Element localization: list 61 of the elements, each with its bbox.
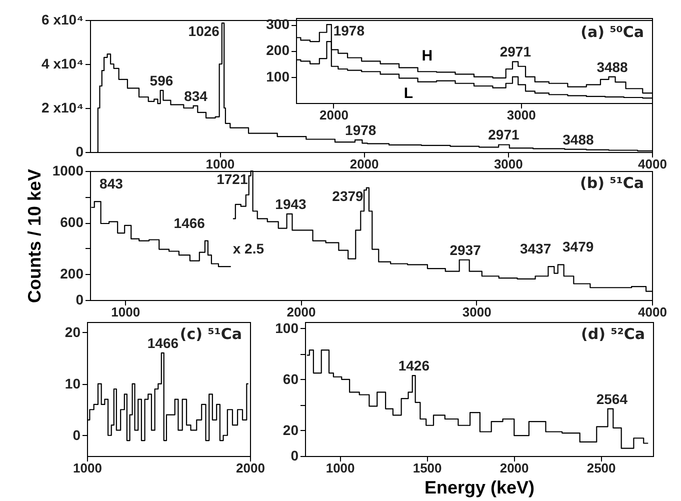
y-tick-label: 10: [64, 375, 81, 392]
x-tick-label: 2000: [286, 304, 316, 320]
annotation: 2564: [596, 390, 628, 407]
annotation: 1426: [398, 358, 430, 374]
x-tick-label: 2000: [350, 156, 379, 172]
y-tick-label: 200: [266, 42, 290, 58]
y-tick-label: 0: [76, 144, 84, 160]
y-tick-label: 20: [282, 422, 299, 438]
y-axis-title: Counts / 10 keV: [24, 168, 44, 304]
y-tick-label: 20: [64, 324, 81, 340]
x-tick-label: 2000: [500, 460, 529, 476]
x-tick-label: 2000: [236, 460, 265, 476]
x-tick-label: 1000: [206, 156, 235, 172]
y-tick-label: 4 x10⁴: [42, 56, 84, 72]
annotation: 843: [100, 176, 124, 192]
y-tick-label: 6 x10⁴: [42, 12, 84, 28]
x-tick-label: 4000: [638, 304, 667, 320]
y-tick-label: 0: [76, 292, 84, 308]
y-tick-label: 100: [266, 68, 290, 84]
x-tick-label: 1000: [111, 304, 140, 320]
x-tick-label: 3000: [494, 156, 523, 172]
annotation: x 2.5: [232, 240, 264, 257]
series-label: L: [404, 85, 414, 102]
x-tick-label: 2500: [586, 460, 616, 476]
y-tick-label: 300: [266, 16, 290, 32]
annotation: 2971: [488, 126, 520, 143]
y-tick-label: 0: [290, 448, 299, 464]
y-tick-label: 600: [60, 214, 84, 230]
x-tick-label: 1000: [326, 460, 355, 476]
chart-title: (d) ⁵²Ca: [581, 325, 645, 343]
annotation: 2937: [450, 242, 482, 258]
x-axis-title: Energy (keV): [424, 478, 535, 498]
annotation: 3488: [562, 131, 594, 148]
annotation: 2971: [500, 44, 532, 60]
series-label: H: [422, 48, 433, 65]
annotation: 1466: [147, 334, 179, 351]
y-tick-label: 60: [282, 370, 299, 387]
x-tick-label: 4000: [638, 156, 667, 172]
annotation: 1978: [333, 22, 365, 39]
annotation: 3488: [596, 58, 628, 75]
y-tick-label: 100: [275, 320, 299, 336]
annotation: 1026: [188, 23, 220, 40]
chart-title: (c) ⁵¹Ca: [180, 325, 242, 343]
y-tick-label: 2 x10⁴: [42, 100, 84, 116]
annotation: 1721: [216, 171, 248, 187]
x-tick-label: 2000: [320, 108, 348, 122]
annotation: 1978: [345, 122, 376, 138]
annotation: 2379: [332, 188, 364, 204]
annotation: 1943: [275, 196, 307, 212]
x-tick-label: 1500: [412, 460, 442, 476]
annotation: 596: [150, 72, 174, 88]
annotation: 3479: [562, 238, 594, 255]
annotation: 1466: [174, 214, 206, 231]
y-tick-label: 200: [60, 266, 84, 282]
annotation: 834: [184, 88, 208, 104]
x-tick-label: 3000: [506, 108, 536, 122]
y-tick-label: 0: [72, 426, 81, 443]
chart-title: (b) ⁵¹Ca: [580, 174, 644, 192]
annotation: 3437: [520, 240, 552, 257]
x-tick-label: 3000: [462, 304, 492, 320]
chart-title: (a) ⁵⁰Ca: [580, 23, 644, 41]
